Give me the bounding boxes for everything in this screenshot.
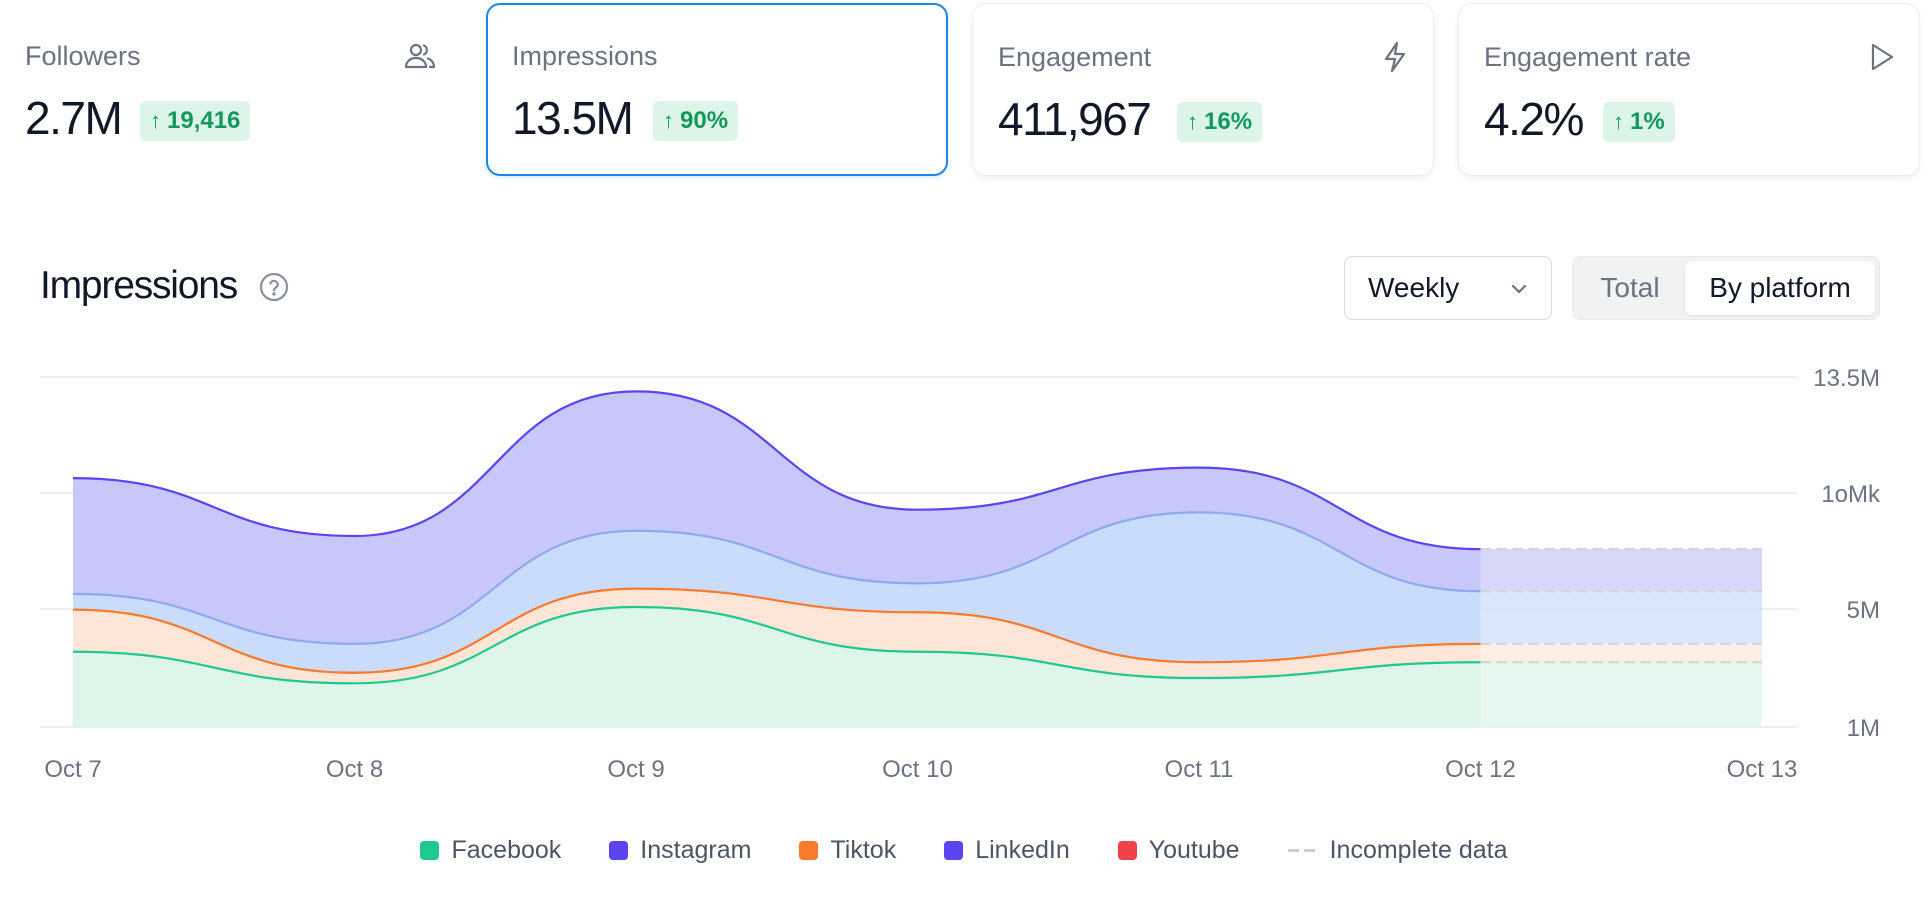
lightning-icon [1384, 41, 1406, 73]
line-linkedin [72, 511, 1481, 645]
period-select-value: Weekly [1368, 272, 1460, 303]
help-circle-icon[interactable] [258, 271, 290, 303]
area-incomplete-instagram [1480, 549, 1762, 592]
y-tick-label: 1oMk [1821, 481, 1881, 508]
legend-swatch [799, 840, 819, 860]
legend-item-instagram[interactable]: Instagram [609, 836, 751, 865]
legend-item-facebook[interactable]: Facebook [420, 836, 561, 865]
stat-value: 2.7M [25, 92, 123, 144]
view-toggle: Total By platform [1572, 256, 1880, 320]
stats-row: Followers 2.7M ↑ 19,416 Impressions 13.5… [0, 3, 1928, 179]
legend-item-linkedin[interactable]: LinkedIn [944, 836, 1070, 865]
line-instagram [72, 390, 1481, 551]
area-instagram [73, 391, 1481, 644]
chart-legend: Facebook Instagram Tiktok LinkedIn Youtu… [0, 830, 1928, 870]
legend-swatch [944, 840, 964, 860]
stat-change-badge: ↑ 16% [1177, 102, 1263, 142]
legend-label: Youtube [1148, 835, 1240, 864]
stat-value: 13.5M [512, 92, 634, 144]
line-facebook [72, 605, 1481, 685]
x-tick-label: Oct 11 [1165, 756, 1234, 783]
stat-change-value: 1% [1630, 108, 1665, 135]
x-tick-label: Oct 12 [1445, 756, 1516, 783]
legend-label: LinkedIn [975, 835, 1070, 864]
arrow-up-icon: ↑ [1187, 109, 1198, 134]
legend-swatch [420, 840, 440, 860]
stat-change-value: 16% [1204, 108, 1253, 135]
stat-value: 411,967 [998, 93, 1152, 145]
stat-label: Engagement rate [1484, 42, 1692, 72]
users-icon [404, 43, 436, 69]
stat-label: Engagement [998, 42, 1152, 72]
y-tick-label: 1M [1847, 715, 1880, 742]
y-tick-label: 5M [1847, 597, 1880, 624]
stat-change-badge: ↑ 90% [653, 101, 739, 141]
period-select[interactable]: Weekly [1344, 256, 1552, 320]
play-icon [1871, 43, 1894, 71]
legend-swatch [609, 840, 629, 860]
stat-value: 4.2% [1484, 93, 1584, 145]
x-tick-label: Oct 7 [44, 756, 101, 783]
stat-card-impressions[interactable]: Impressions 13.5M ↑ 90% [486, 3, 948, 176]
legend-item-youtube[interactable]: Youtube [1117, 835, 1240, 865]
stat-change-value: 90% [680, 107, 729, 134]
stat-card-engagement-rate[interactable]: Engagement rate 4.2% ↑ 1% [1458, 3, 1920, 176]
legend-label: Tiktok [830, 835, 897, 864]
stat-change-badge: ↑ 1% [1603, 102, 1675, 142]
stat-label: Followers [25, 41, 141, 71]
x-tick-label: Oct 10 [882, 756, 953, 783]
legend-item-incomplete-data: Incomplete data [1287, 835, 1508, 865]
area-tiktok [73, 588, 1481, 684]
toggle-by-platform[interactable]: By platform [1685, 261, 1875, 315]
arrow-up-icon: ↑ [1613, 109, 1624, 134]
legend-swatch [1117, 840, 1137, 860]
x-tick-label: Oct 8 [326, 756, 383, 783]
impressions-area-chart: 1M 5M 1oMk 13.5M Oct 7 Oct 8 Oct 9 Oct 10 Oct 11… [40, 365, 1881, 783]
legend-item-tiktok[interactable]: Tiktok [799, 836, 896, 865]
stat-card-followers[interactable]: Followers 2.7M ↑ 19,416 [0, 3, 462, 176]
arrow-up-icon: ↑ [150, 108, 161, 133]
area-incomplete-linkedin [1480, 591, 1762, 644]
legend-label: Instagram [640, 835, 752, 864]
legend-label: Incomplete data [1329, 835, 1508, 864]
legend-label: Facebook [451, 835, 562, 864]
x-tick-label: Oct 13 [1727, 756, 1798, 783]
toggle-total[interactable]: Total [1600, 272, 1660, 303]
area-facebook [73, 607, 1481, 728]
x-tick-label: Oct 9 [607, 756, 664, 783]
chevron-down-icon [1511, 284, 1527, 294]
area-incomplete-facebook [1480, 662, 1762, 728]
stat-change-badge: ↑ 19,416 [140, 101, 251, 141]
stat-label: Impressions [512, 41, 658, 71]
section-title: Impressions [40, 264, 238, 307]
arrow-up-icon: ↑ [663, 108, 674, 133]
area-incomplete-tiktok [1480, 643, 1762, 663]
stat-change-value: 19,416 [167, 107, 241, 134]
line-tiktok [72, 587, 1481, 674]
y-tick-label: 13.5M [1813, 365, 1880, 392]
dashed-line-icon [1287, 848, 1318, 852]
stat-card-engagement[interactable]: Engagement 411,967 ↑ 16% [972, 3, 1434, 176]
